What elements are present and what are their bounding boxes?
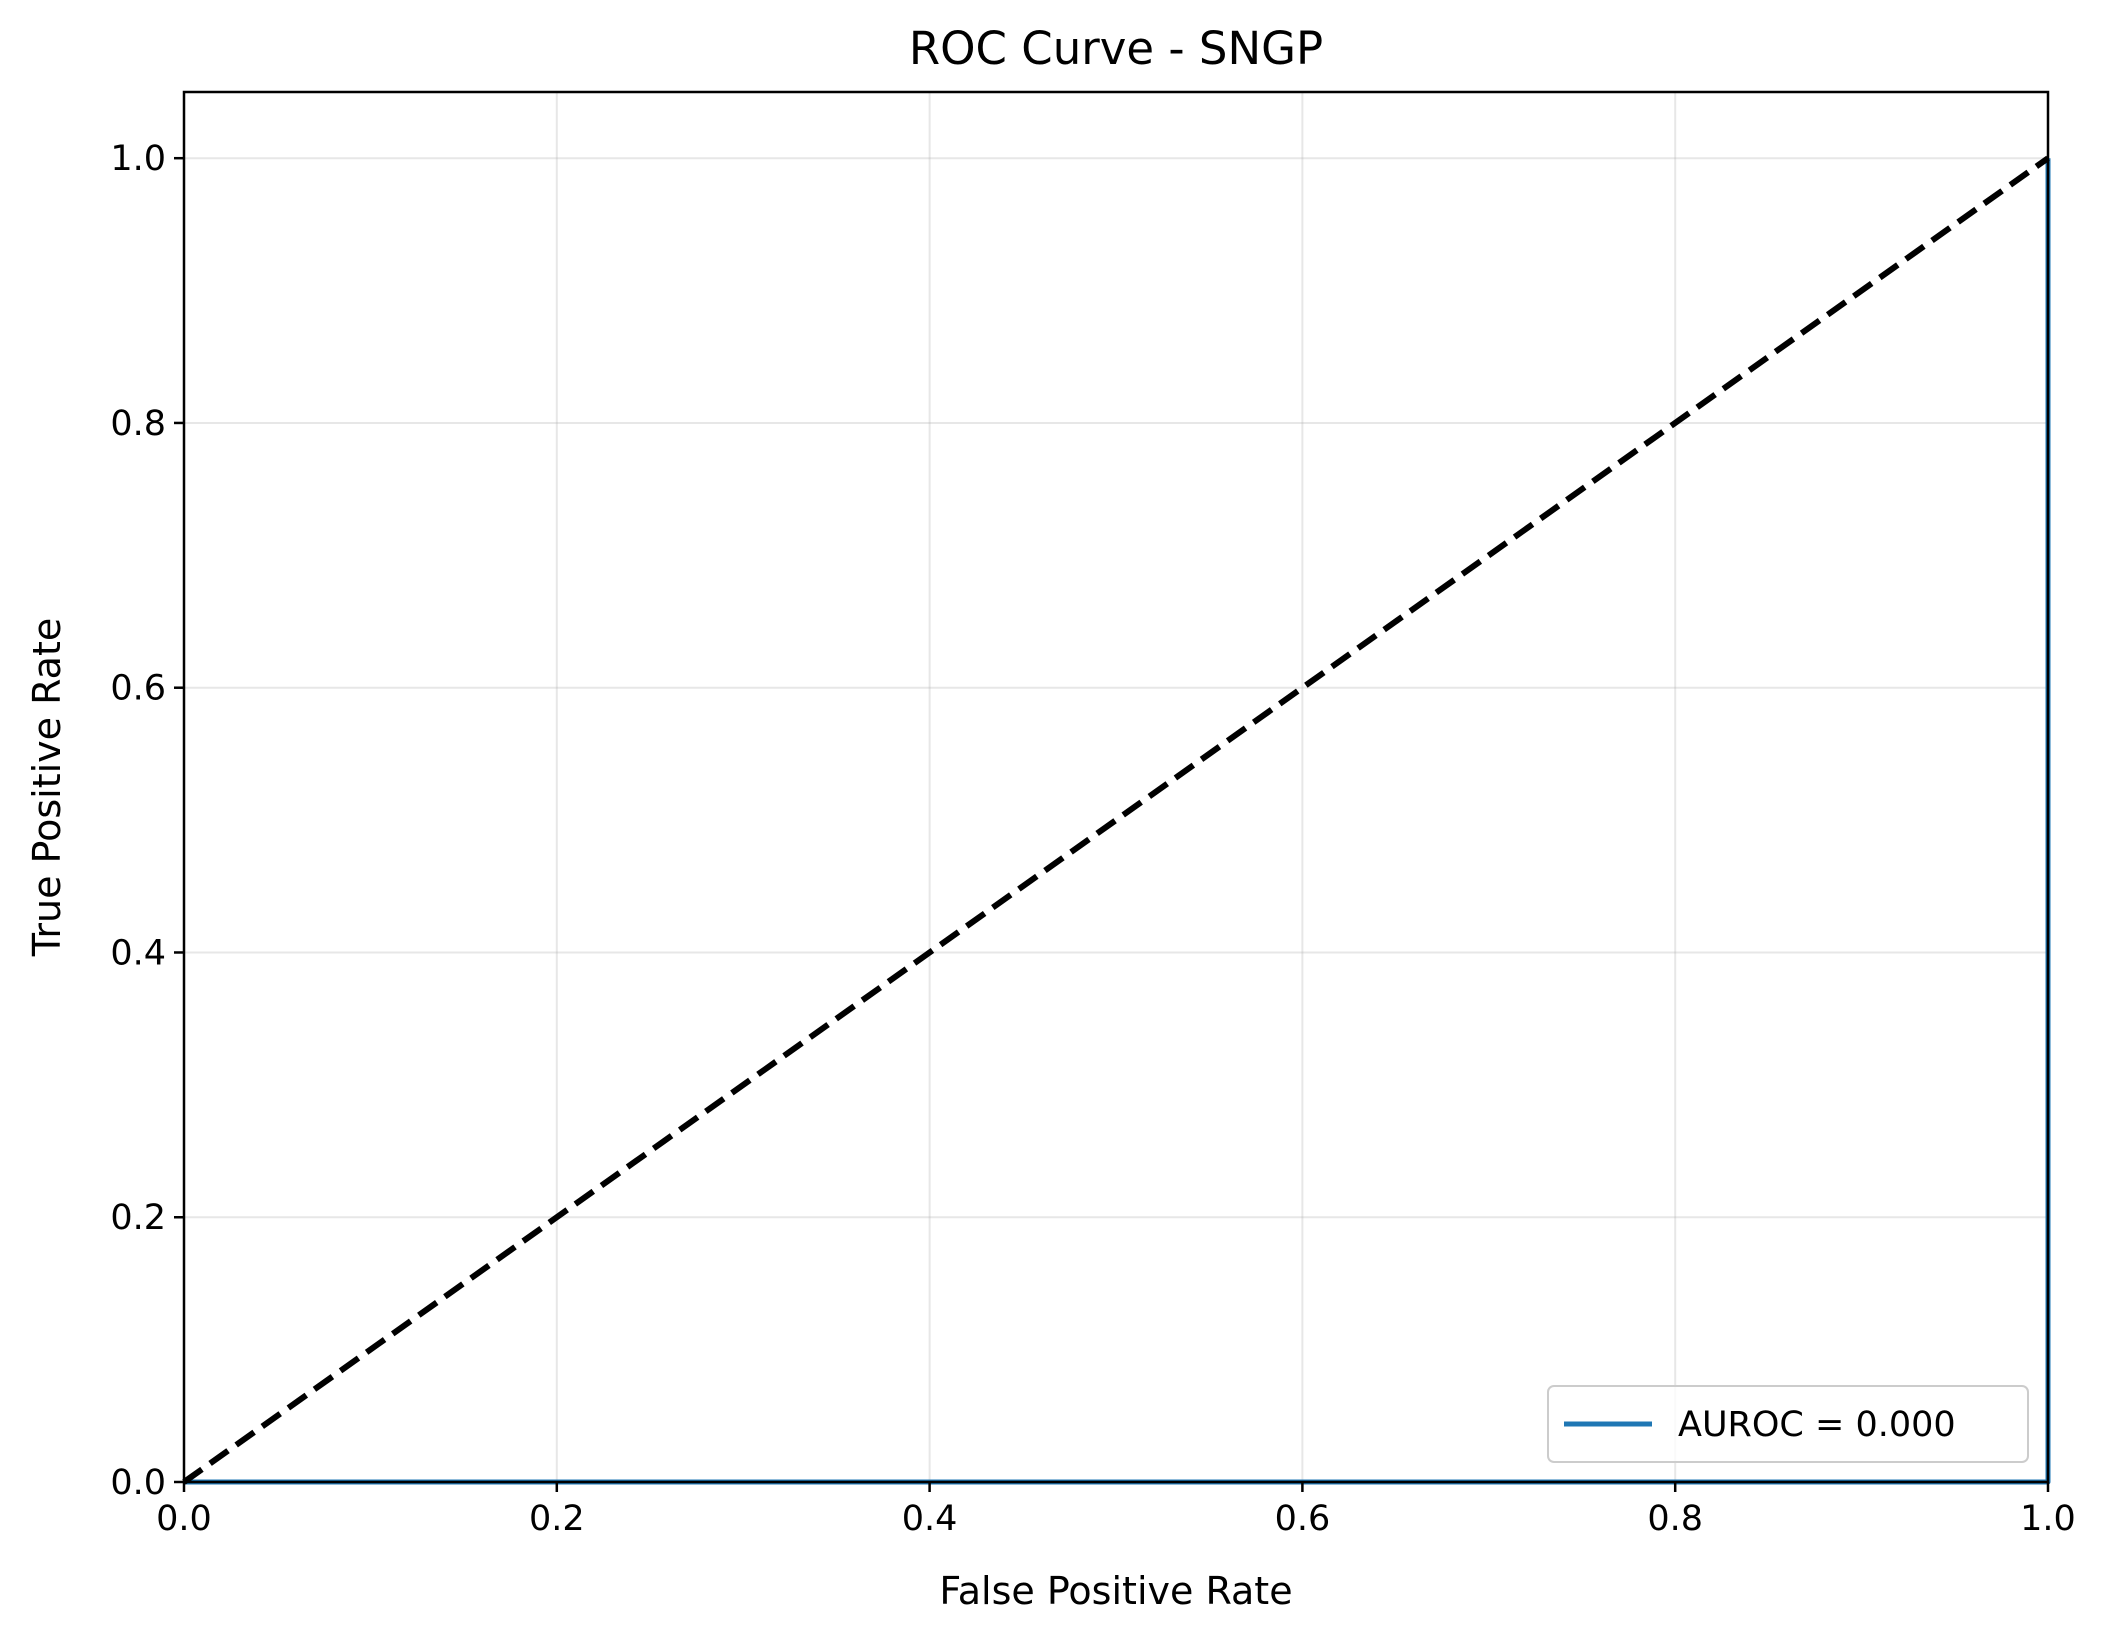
legend: AUROC = 0.000: [1547, 1385, 2029, 1463]
y-tick-label: 0.2: [110, 1198, 166, 1238]
y-tick-label: 0.0: [110, 1463, 166, 1503]
grid-lines: [183, 92, 2049, 1483]
x-tick-label: 1.0: [2020, 1499, 2076, 1539]
y-tick-label: 0.6: [110, 669, 166, 709]
legend-label-auroc: AUROC = 0.000: [1678, 1405, 1956, 1445]
y-axis-title: True Positive Rate: [25, 618, 69, 958]
y-tick-label: 0.4: [110, 933, 166, 973]
x-axis-title: False Positive Rate: [939, 1569, 1292, 1613]
y-tick-label: 0.8: [110, 404, 166, 444]
legend-box: [1547, 1385, 2029, 1463]
x-tick-label: 0.4: [902, 1499, 958, 1539]
x-tick-label: 0.0: [156, 1499, 212, 1539]
chance-diagonal-line: [182, 155, 2050, 1485]
x-tick-label: 0.8: [1647, 1499, 1703, 1539]
x-tick-label: 0.2: [529, 1499, 585, 1539]
y-tick-label: 1.0: [110, 139, 166, 179]
chart-title: ROC Curve - SNGP: [909, 22, 1323, 75]
axis-ticks: 0.0 0.2 0.4 0.6 0.8 1.0 0.0 0.2 0.4 0.6 0.8 1.0: [110, 139, 2076, 1539]
x-tick-label: 0.6: [1275, 1499, 1331, 1539]
plot-frame: [182, 90, 2050, 1484]
